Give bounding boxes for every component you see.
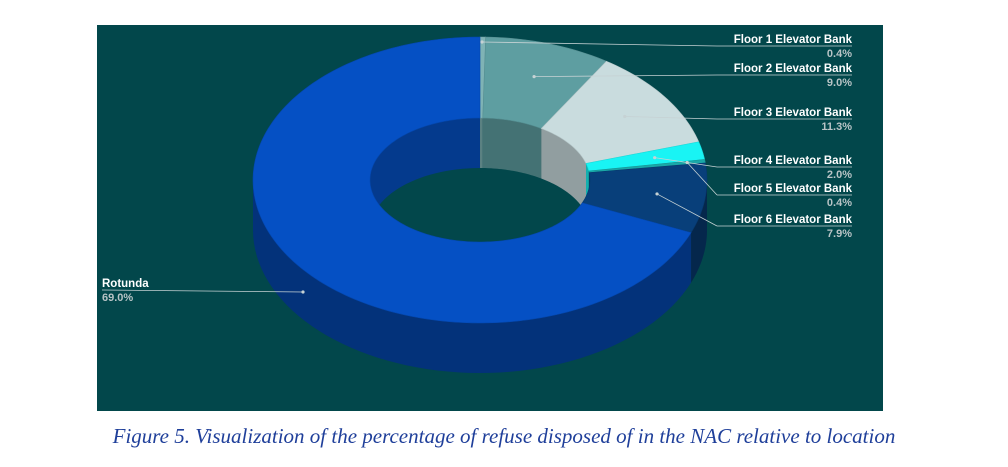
slice-value-label: 69.0%: [102, 292, 133, 304]
leader-line: [624, 116, 718, 120]
donut-inner-wall-segment: [480, 118, 483, 169]
slice-value-label: 9.0%: [827, 77, 852, 89]
slice-value-label: 0.4%: [827, 48, 852, 60]
leader-line: [101, 289, 304, 293]
slice-label: Floor 6 Elevator Bank: [734, 214, 853, 226]
slice-value-label: 11.3%: [821, 121, 852, 133]
slice-label: Floor 5 Elevator Bank: [734, 183, 853, 195]
donut-outer-wall-segment: [691, 180, 707, 283]
slice-label: Floor 2 Elevator Bank: [734, 63, 853, 75]
chart-panel: Floor 1 Elevator Bank 0.4% Floor 2 Elevato…: [97, 25, 883, 411]
slice-value-label: 2.0%: [827, 169, 852, 181]
leader-dot: [301, 290, 305, 294]
figure-caption: Figure 5. Visualization of the percentag…: [112, 424, 896, 448]
donut-outer-wall-segment: [253, 180, 692, 373]
leader-line: [656, 193, 718, 227]
slice-label: Rotunda: [102, 278, 149, 290]
slice-label: Floor 3 Elevator Bank: [734, 107, 853, 119]
slice-value-label: 0.4%: [827, 197, 852, 209]
leader-line: [534, 74, 718, 78]
pie-slice-rotunda: [252, 36, 692, 324]
donut-inner-wall-segment: [541, 128, 587, 214]
leader-dot: [653, 156, 657, 160]
donut-inner-wall-segment: [482, 118, 542, 179]
leader-dot: [532, 75, 536, 79]
leader-dot: [623, 114, 627, 119]
donut-chart: Floor 1 Elevator Bank 0.4% Floor 2 Elevato…: [101, 34, 853, 373]
donut-inner-wall-segment: [370, 118, 480, 230]
leader-line: [481, 41, 718, 47]
slice-label: Floor 1 Elevator Bank: [734, 34, 853, 46]
leader-line: [686, 162, 718, 196]
slice-label: Floor 4 Elevator Bank: [734, 155, 853, 167]
slice-value-label: 7.9%: [827, 228, 852, 240]
leader-dot: [480, 40, 484, 44]
leader-dot: [685, 160, 689, 165]
leader-dot: [655, 192, 659, 196]
